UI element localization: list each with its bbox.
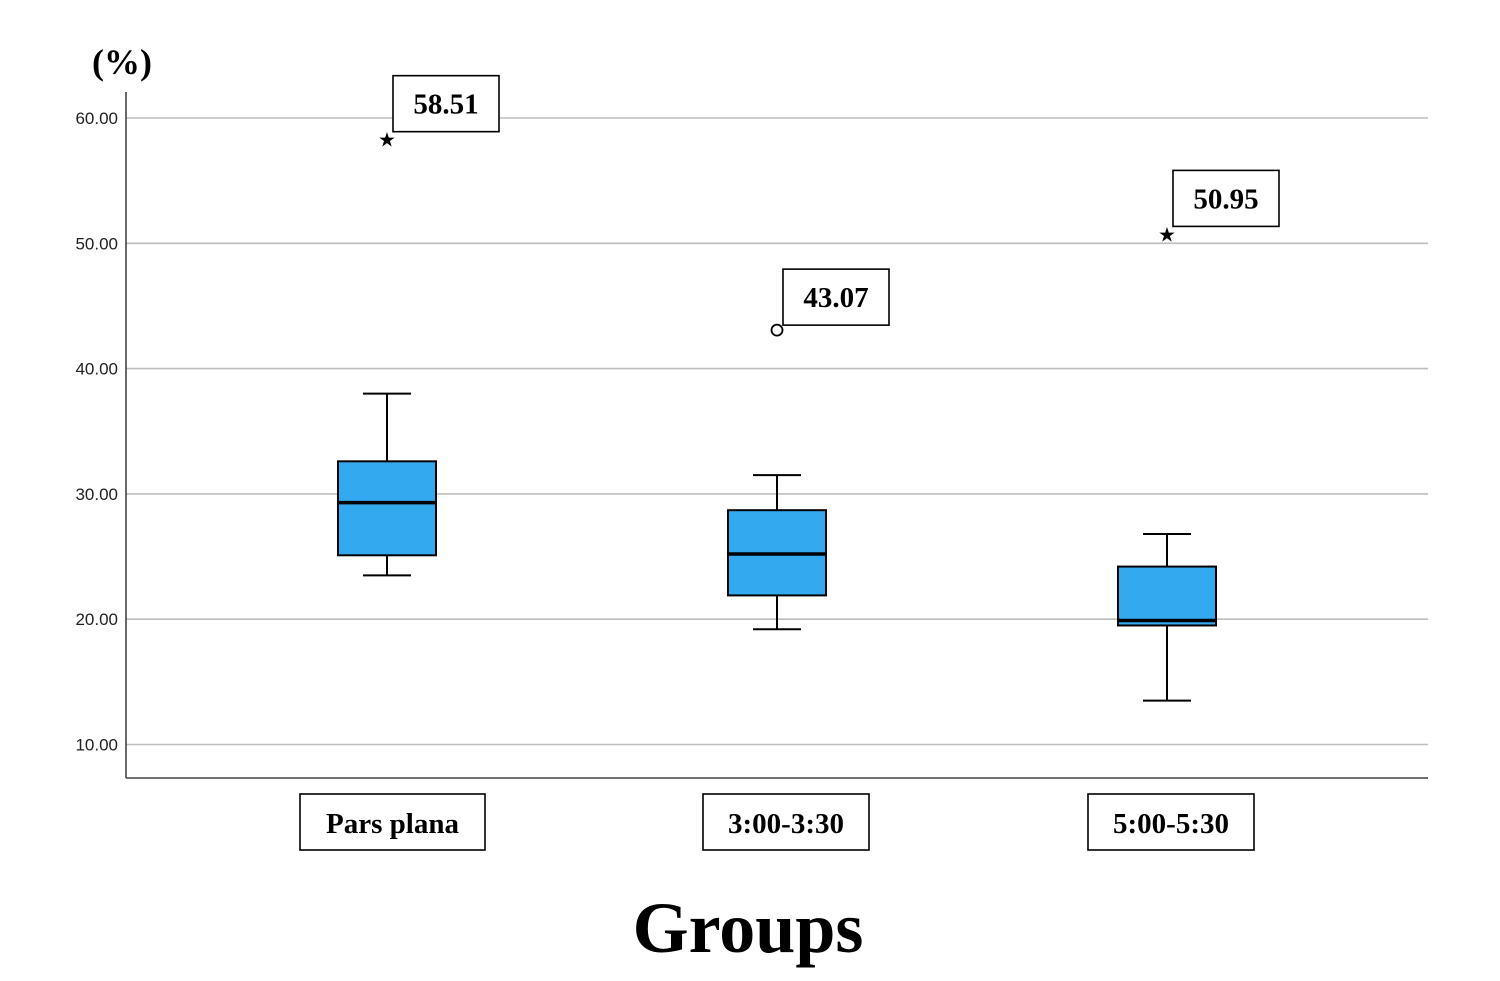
category-label-box	[702, 793, 870, 851]
axes	[125, 92, 1428, 779]
category-label-box	[299, 793, 486, 851]
box-group	[1117, 532, 1217, 702]
y-axis-unit-label: (%)	[92, 42, 152, 82]
outlier-value-label: 58.51	[413, 89, 478, 121]
y-tick-label: 50.00	[75, 234, 118, 253]
outliers: ★ 58.51 43.07 ★ 50.95	[378, 74, 1280, 337]
y-tick-labels: 10.00 20.00 30.00 40.00 50.00 60.00	[75, 109, 118, 755]
boxes	[337, 392, 1217, 702]
outlier-label-box	[1172, 169, 1280, 228]
outlier-star-marker: ★	[1158, 222, 1176, 246]
y-tick-label: 30.00	[75, 485, 118, 504]
outlier-value-label: 43.07	[803, 282, 868, 314]
category-label: Pars plana	[326, 808, 459, 840]
category-label-box	[1087, 793, 1255, 851]
box-group	[727, 474, 827, 631]
iqr-box	[337, 460, 437, 557]
category-label: 3:00-3:30	[728, 808, 844, 840]
outlier-label-box	[782, 268, 890, 326]
category-label: 5:00-5:30	[1113, 808, 1229, 840]
iqr-box	[1117, 565, 1217, 627]
outlier-circle-marker	[770, 323, 784, 337]
outlier-value-label: 50.95	[1193, 183, 1258, 215]
y-tick-label: 20.00	[75, 610, 118, 629]
x-axis-title: Groups	[633, 888, 864, 968]
y-tick-label: 10.00	[75, 736, 118, 755]
box-group	[337, 392, 437, 577]
outlier-star-marker: ★	[378, 128, 396, 152]
y-tick-label: 40.00	[75, 360, 118, 379]
y-tick-label: 60.00	[75, 109, 118, 128]
category-labels: Pars plana 3:00-3:30 5:00-5:30	[299, 793, 1255, 851]
outlier-label-box	[392, 74, 500, 133]
